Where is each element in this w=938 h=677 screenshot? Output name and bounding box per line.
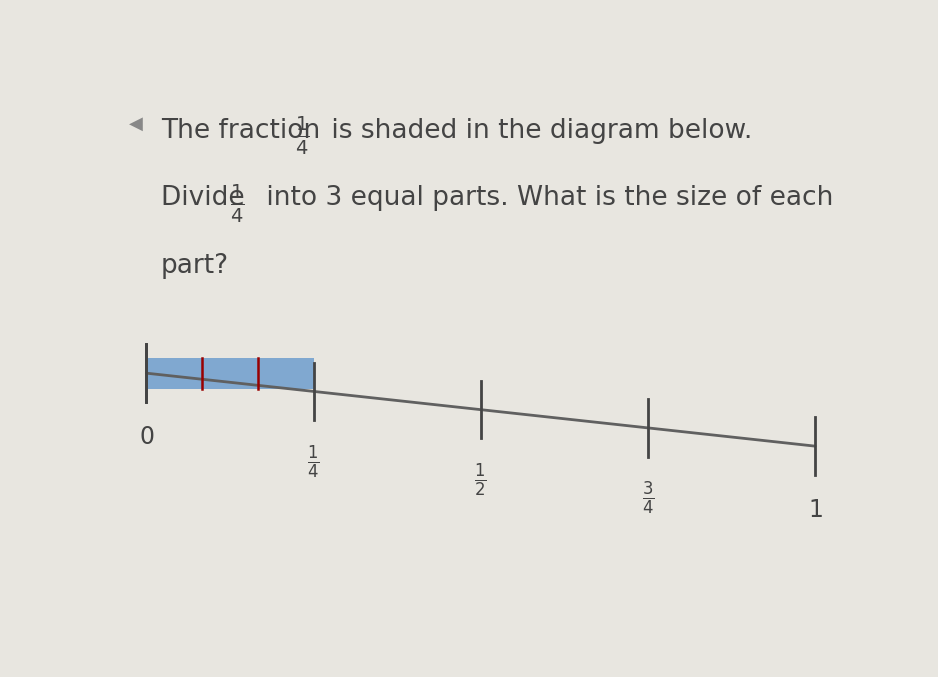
Text: is shaded in the diagram below.: is shaded in the diagram below. <box>323 118 752 144</box>
Text: Divide: Divide <box>161 185 253 211</box>
Text: ◀: ◀ <box>129 115 143 133</box>
Text: into 3 equal parts. What is the size of each: into 3 equal parts. What is the size of … <box>258 185 833 211</box>
Text: $\frac{3}{4}$: $\frac{3}{4}$ <box>642 480 654 517</box>
Text: part?: part? <box>161 253 229 280</box>
Text: $\frac{1}{4}$: $\frac{1}{4}$ <box>308 443 320 481</box>
Text: $1$: $1$ <box>808 498 823 522</box>
Text: $\frac{1}{2}$: $\frac{1}{2}$ <box>475 462 487 499</box>
Text: $\frac{1}{4}$: $\frac{1}{4}$ <box>295 115 310 157</box>
Text: The fraction: The fraction <box>161 118 328 144</box>
Text: $0$: $0$ <box>139 425 154 450</box>
Bar <box>146 357 313 389</box>
Text: $\frac{1}{4}$: $\frac{1}{4}$ <box>230 183 244 225</box>
